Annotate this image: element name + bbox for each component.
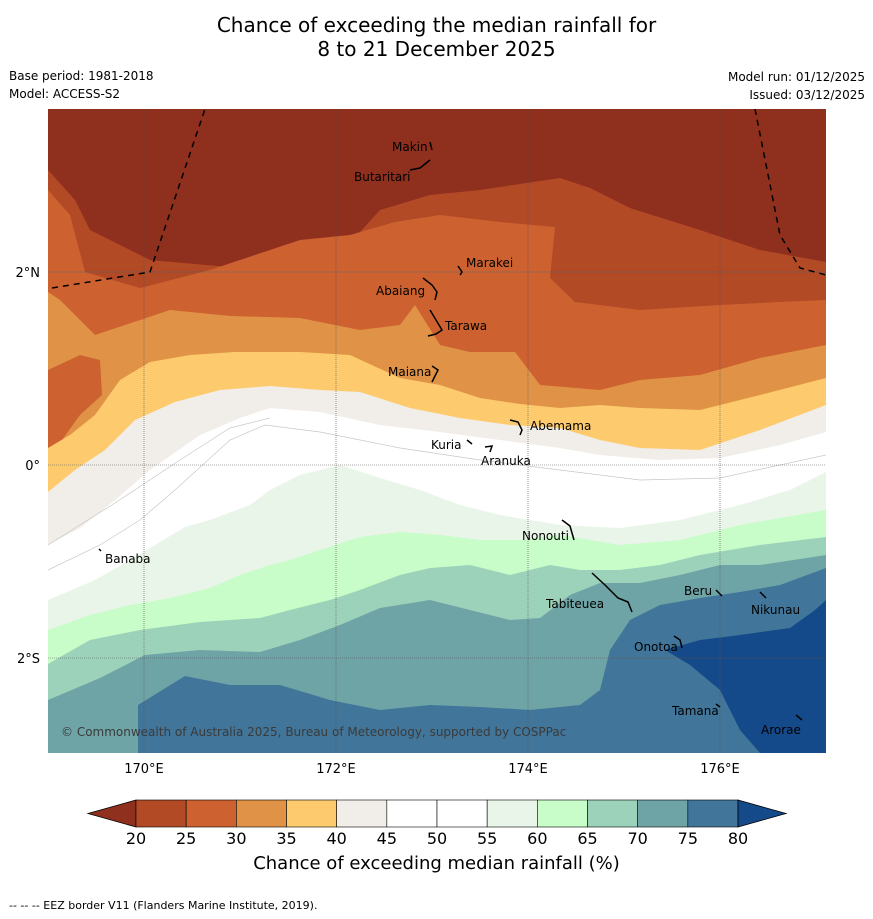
- issued-date: Issued: 03/12/2025: [749, 88, 865, 102]
- colorbar-extend-high: [737, 799, 788, 828]
- lat-label-2n: 2°N: [16, 266, 41, 281]
- colorbar-tick-label: 50: [427, 829, 447, 848]
- lon-label-174e: 174°E: [508, 762, 548, 777]
- colorbar-segment: [336, 799, 388, 828]
- graticule: [48, 109, 826, 753]
- base-period: Base period: 1981-2018: [9, 69, 154, 83]
- colorbar-label: Chance of exceeding median rainfall (%): [253, 853, 620, 874]
- place-arorae: Arorae: [761, 723, 801, 737]
- colorbar-extend-low: [86, 799, 137, 828]
- colorbar-tick-label: 20: [126, 829, 146, 848]
- colorbar-tick-label: 65: [577, 829, 597, 848]
- colorbar-segment: [687, 799, 739, 828]
- place-nikunau: Nikunau: [751, 603, 800, 617]
- place-tarawa: Tarawa: [444, 319, 487, 333]
- lat-label-0: 0°: [25, 459, 40, 474]
- colorbar-tick-label: 75: [678, 829, 698, 848]
- colorbar-tick-label: 55: [477, 829, 497, 848]
- place-kuria: Kuria: [431, 438, 462, 452]
- colorbar-tick-label: 25: [176, 829, 196, 848]
- model-name: Model: ACCESS-S2: [9, 87, 121, 101]
- place-abemama: Abemama: [530, 419, 591, 433]
- eez-footnote: -- -- -- EEZ border V11 (Flanders Marine…: [9, 899, 318, 912]
- place-aranuka: Aranuka: [481, 454, 531, 468]
- place-tabiteuea: Tabiteuea: [545, 597, 604, 611]
- colorbar-segment: [185, 799, 237, 828]
- island-outlines: [98, 141, 803, 721]
- colorbar-tick-label: 35: [276, 829, 296, 848]
- colorbar-segment: [637, 799, 689, 828]
- colorbar: 20 25 30 35 40 45 50 55 60 65 70 75 80: [86, 799, 788, 848]
- place-tamana: Tamana: [671, 704, 719, 718]
- lat-label-2s: 2°S: [17, 652, 40, 667]
- map-title-line2: 8 to 21 December 2025: [317, 37, 556, 61]
- copyright-notice: © Commonwealth of Australia 2025, Bureau…: [61, 725, 566, 739]
- colorbar-tick-label: 70: [627, 829, 647, 848]
- colorbar-tick-label: 40: [326, 829, 346, 848]
- map-title-line1: Chance of exceeding the median rainfall …: [216, 13, 657, 37]
- place-banaba: Banaba: [105, 552, 151, 566]
- lon-label-172e: 172°E: [316, 762, 356, 777]
- place-butaritari: Butaritari: [354, 170, 411, 184]
- place-makin: Makin: [392, 140, 428, 154]
- place-abaiang: Abaiang: [376, 284, 425, 298]
- colorbar-segment: [386, 799, 438, 828]
- model-run: Model run: 01/12/2025: [727, 70, 865, 84]
- colorbar-segment: [436, 799, 488, 828]
- place-beru: Beru: [684, 584, 712, 598]
- eez-border: [51, 109, 826, 289]
- colorbar-tick-label: 60: [527, 829, 547, 848]
- lon-label-176e: 176°E: [700, 762, 740, 777]
- colorbar-segment: [587, 799, 638, 828]
- place-onotoa: Onotoa: [634, 640, 678, 654]
- place-maiana: Maiana: [388, 365, 431, 379]
- contour-fills: Makin Butaritari Marakei Abaiang Tarawa …: [48, 109, 826, 753]
- colorbar-tick-label: 30: [226, 829, 246, 848]
- colorbar-segment: [236, 799, 287, 828]
- colorbar-tick-label: 45: [377, 829, 397, 848]
- colorbar-segment: [135, 799, 187, 828]
- place-marakei: Marakei: [466, 256, 513, 270]
- colorbar-tick-label: 80: [728, 829, 748, 848]
- lon-label-170e: 170°E: [124, 762, 164, 777]
- colorbar-segment: [537, 799, 588, 828]
- colorbar-segment: [286, 799, 337, 828]
- place-nonouti: Nonouti: [522, 529, 569, 543]
- colorbar-segment: [486, 799, 538, 828]
